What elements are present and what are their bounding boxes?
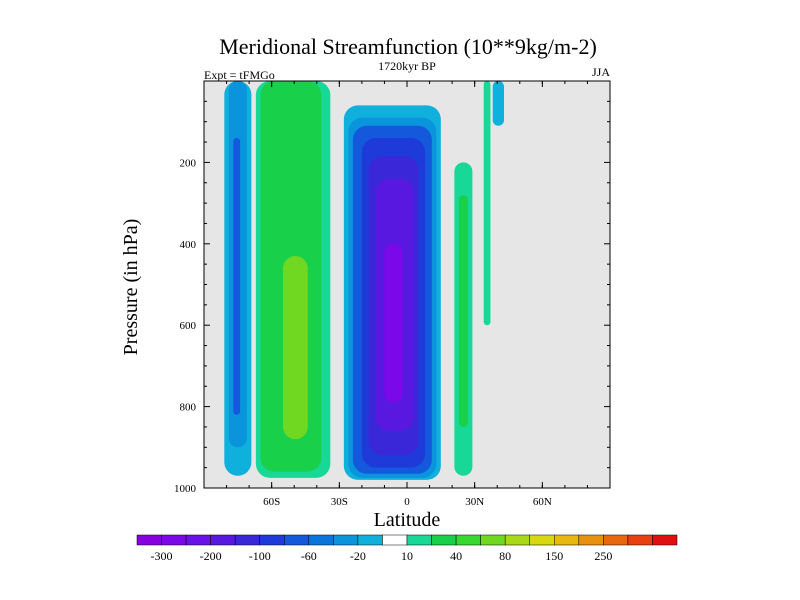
- colorbar-swatch: [308, 534, 334, 546]
- contour-region-hadley-core: [384, 243, 403, 403]
- colorbar-swatch: [185, 534, 211, 546]
- colorbar-swatch: [284, 534, 310, 546]
- colorbar-swatch: [578, 534, 604, 546]
- colorbar-swatch: [382, 534, 408, 546]
- colorbar-swatch: [504, 534, 530, 546]
- colorbar-swatch: [210, 534, 236, 546]
- contour-region-nh-subtropical-positive-core: [458, 194, 468, 427]
- colorbar-swatch: [455, 534, 481, 546]
- colorbar-label: -300: [151, 549, 173, 563]
- contour-regions: [224, 81, 504, 480]
- y-tick-label: 800: [180, 402, 197, 414]
- x-tick-label: 30S: [331, 496, 348, 508]
- y-tick-label: 600: [180, 320, 197, 332]
- colorbar-label: 40: [450, 549, 462, 563]
- contour-region-sh-polar-negative-cell-core: [233, 137, 241, 415]
- colorbar-swatch: [259, 534, 285, 546]
- colorbar-swatch: [136, 534, 162, 546]
- colorbar-label: -200: [200, 549, 222, 563]
- colorbar-swatch: [333, 534, 359, 546]
- colorbar-swatch: [431, 534, 457, 546]
- colorbar-swatch: [627, 534, 653, 546]
- x-axis: 60S 30S 0 30N 60N: [226, 81, 588, 508]
- colorbar-label: 150: [545, 549, 563, 563]
- colorbar-label: 250: [594, 549, 612, 563]
- period-label: 1720kyr BP: [378, 59, 436, 73]
- contour-region-sh-ferrel-positive-cell-core: [282, 256, 308, 440]
- colorbar-swatch: [652, 534, 678, 546]
- y-tick-label: 1000: [174, 483, 197, 495]
- colorbar-swatch: [529, 534, 555, 546]
- y-tick-label: 200: [180, 157, 197, 169]
- colorbar-swatch: [554, 534, 580, 546]
- x-tick-label: 60N: [533, 496, 552, 508]
- colorbar-label: -60: [301, 549, 317, 563]
- x-tick-label: 30N: [465, 496, 484, 508]
- x-tick-label: 60S: [263, 496, 280, 508]
- colorbar-label: -100: [249, 549, 271, 563]
- contour-region-nh-upper-negative-streak: [492, 81, 504, 126]
- season-label: JJA: [592, 65, 610, 79]
- contour-region-nh-upper-positive-streak: [483, 81, 491, 326]
- y-tick-label: 400: [180, 239, 197, 251]
- x-axis-label: Latitude: [374, 509, 441, 531]
- colorbar-swatch: [480, 534, 506, 546]
- y-axis-label: Pressure (in hPa): [120, 219, 142, 356]
- colorbar-swatch: [603, 534, 629, 546]
- colorbar-swatch: [406, 534, 432, 546]
- chart-title: Meridional Streamfunction (10**9kg/m-2): [219, 34, 597, 59]
- colorbar-label: 80: [499, 549, 511, 563]
- x-tick-label: 0: [404, 496, 410, 508]
- y-axis: 200 400 600 800 1000: [174, 100, 610, 495]
- colorbar-swatch: [357, 534, 383, 546]
- colorbar-label: -20: [350, 549, 366, 563]
- colorbar-swatch: [161, 534, 187, 546]
- experiment-label: Expt = tFMGo: [204, 68, 275, 82]
- colorbar: -300 -200 -100 -60 -20 10 40 80 150 250: [136, 534, 678, 563]
- colorbar-label: 10: [401, 549, 413, 563]
- colorbar-swatch: [234, 534, 260, 546]
